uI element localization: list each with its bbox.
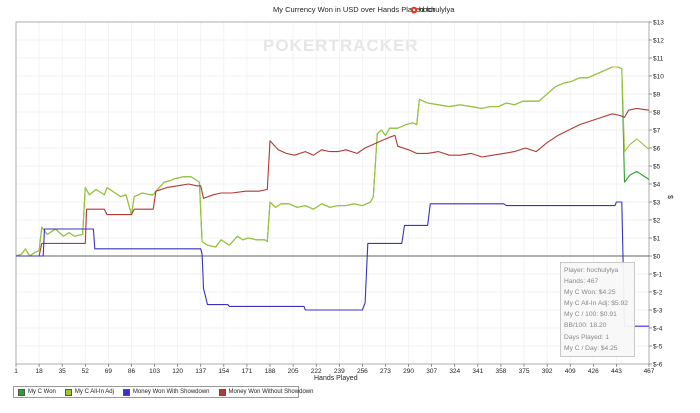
x-tick-label: 239 [334, 368, 345, 375]
poker-icon [410, 6, 418, 14]
player-stats-box: Player: hochulylya Hands: 467 My C Won: … [560, 262, 635, 357]
player-name: hochulylya [419, 5, 455, 14]
series-group [15, 66, 650, 327]
x-tick-label: 171 [241, 368, 252, 375]
x-tick-label: 307 [426, 368, 437, 375]
x-tick-label: 324 [449, 368, 460, 375]
x-tick-label: 18 [35, 368, 43, 375]
legend-swatch [64, 388, 72, 396]
stat-bb-100: BB/100: 18.20 [564, 322, 607, 330]
legend-label: Money Won With Showdown [132, 389, 210, 395]
y-tick-label: $10 [653, 73, 664, 80]
series-line-my-c-won [15, 66, 650, 257]
legend-label: Money Won Without Showdown [228, 389, 314, 395]
chart-title: My Currency Won in USD over Hands Played… [273, 5, 436, 14]
y-tick-label: $8 [653, 109, 661, 116]
y-tick-label: $4 [653, 181, 661, 188]
stat-allin-adj: My C All-In Adj: $5.92 [564, 300, 628, 308]
y-tick-label: $-6 [653, 361, 663, 368]
x-tick-label: 137 [195, 368, 206, 375]
x-tick-label: 86 [128, 368, 136, 375]
y-tick-label: $-2 [653, 289, 663, 296]
grid-lines [15, 21, 650, 365]
y-tick-label: $5 [653, 163, 661, 170]
x-tick-label: 188 [265, 368, 276, 375]
y-tick-label: $6 [653, 145, 661, 152]
x-tick-label: 222 [311, 368, 322, 375]
x-tick-label: 409 [565, 368, 576, 375]
legend-item-with-showdown[interactable]: Money Won With Showdown [122, 388, 210, 396]
x-tick-label: 375 [519, 368, 530, 375]
x-tick-label: 35 [59, 368, 67, 375]
x-tick-label: 358 [496, 368, 507, 375]
x-tick-label: 1 [14, 368, 18, 375]
chart-legend: My C Won My C All-In Adj Money Won With … [13, 386, 313, 398]
x-tick-label: 467 [644, 368, 655, 375]
y-axis-label: $ [666, 195, 673, 199]
y-axis-ticks: $13 $12 $11 $10 $9 $8 $7 $6 $5 $4 $3 $2 $1 $0 $-1 $-2 $-… [649, 19, 664, 368]
x-tick-label: 52 [82, 368, 90, 375]
y-tick-label: $-5 [653, 343, 663, 350]
legend-item-my-c-won[interactable]: My C Won [18, 388, 56, 396]
x-tick-label: 443 [611, 368, 622, 375]
y-tick-label: $11 [653, 55, 664, 62]
x-tick-label: 154 [218, 368, 229, 375]
stat-won: My C Won: $4.25 [564, 289, 616, 297]
stat-hands: Hands: 467 [564, 278, 599, 286]
x-tick-label: 103 [149, 368, 160, 375]
y-tick-label: $7 [653, 127, 661, 134]
stat-days: Days Played: 1 [564, 333, 609, 341]
stat-per-100: My C / 100: $0.91 [564, 311, 617, 319]
x-tick-label: 273 [380, 368, 391, 375]
legend-swatch [18, 388, 25, 396]
x-tick-label: 426 [588, 368, 599, 375]
x-tick-label: 205 [288, 368, 299, 375]
legend-label: My C Won [28, 389, 56, 395]
y-tick-label: $3 [653, 199, 661, 206]
x-tick-label: 120 [172, 368, 183, 375]
legend-item-my-c-all-in-adj[interactable]: My C All-In Adj [64, 388, 114, 396]
y-tick-label: $-1 [653, 271, 663, 278]
y-tick-label: $12 [653, 37, 664, 44]
legend-swatch [218, 388, 226, 396]
legend-swatch [122, 388, 130, 396]
x-tick-label: 290 [403, 368, 414, 375]
series-line-money-won-with-showdown [16, 201, 649, 327]
x-tick-label: 341 [472, 368, 483, 375]
y-tick-label: $2 [653, 217, 661, 224]
legend-item-without-showdown[interactable]: Money Won Without Showdown [218, 388, 314, 396]
y-tick-label: $0 [653, 253, 661, 260]
x-tick-label: 256 [357, 368, 368, 375]
x-axis-label: Hands Played [314, 375, 358, 382]
y-tick-label: $-4 [653, 325, 663, 332]
plot-area-border [15, 21, 650, 365]
y-tick-label: $-3 [653, 307, 663, 314]
legend-label: My C All-In Adj [74, 389, 114, 395]
series-line-my-c-all-in-adj [15, 66, 650, 257]
x-axis-ticks: 1 18 35 52 69 86 103 120 137 154 171 188 205 222 239 25… [14, 364, 655, 375]
y-tick-label: $13 [653, 19, 664, 26]
stat-per-day: My C / Day: $4.25 [564, 344, 618, 352]
x-tick-label: 392 [542, 368, 553, 375]
x-tick-label: 69 [105, 368, 113, 375]
watermark: POKERTRACKER [263, 36, 419, 55]
series-line-money-won-without-showdown [16, 107, 650, 257]
stat-player: Player: hochulylya [564, 267, 619, 274]
y-tick-label: $9 [653, 91, 661, 98]
y-tick-label: $1 [653, 235, 661, 242]
